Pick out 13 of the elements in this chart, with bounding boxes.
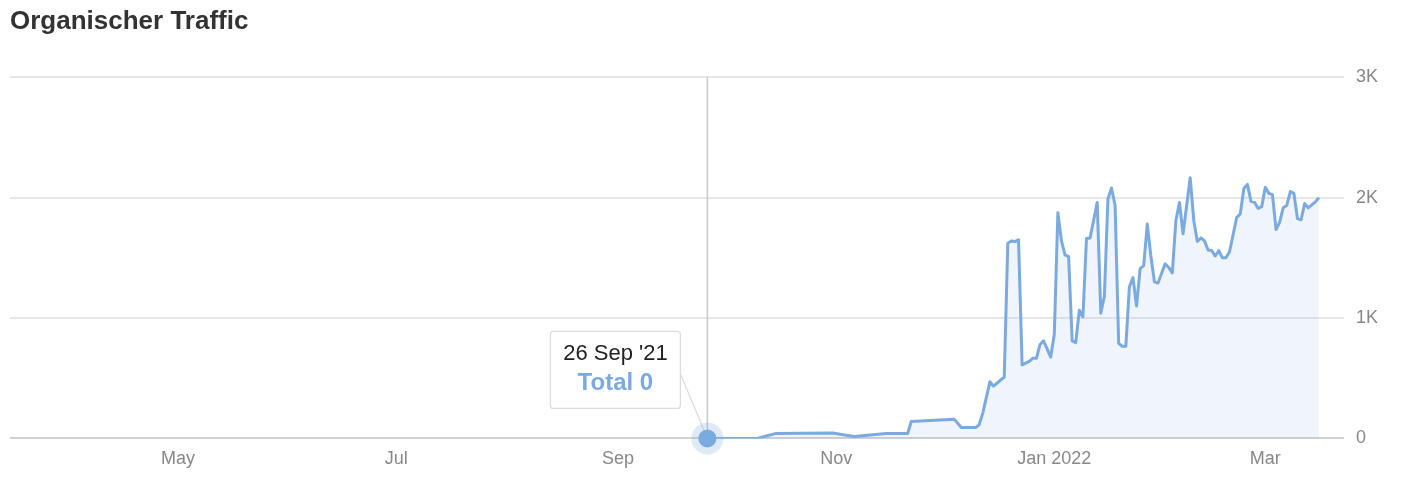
x-tick-label: Jul [384,448,408,469]
annotation: 26 Sep '21 [563,340,668,366]
y-tick-label: 3K [1355,66,1379,87]
y-tick-label: 0 [1355,427,1366,448]
x-tick-label: Jan 2022 [1017,448,1092,469]
annotation: Total 0 [577,368,654,396]
x-tick-label: Mar [1249,448,1281,469]
x-tick-label: Nov [820,448,853,469]
x-tick-label: Sep [601,448,634,469]
x-tick-label: May [161,448,196,469]
y-tick-label: 1K [1355,306,1379,327]
chart-title: Organischer Traffic [10,4,249,35]
y-tick-label: 2K [1355,186,1379,207]
